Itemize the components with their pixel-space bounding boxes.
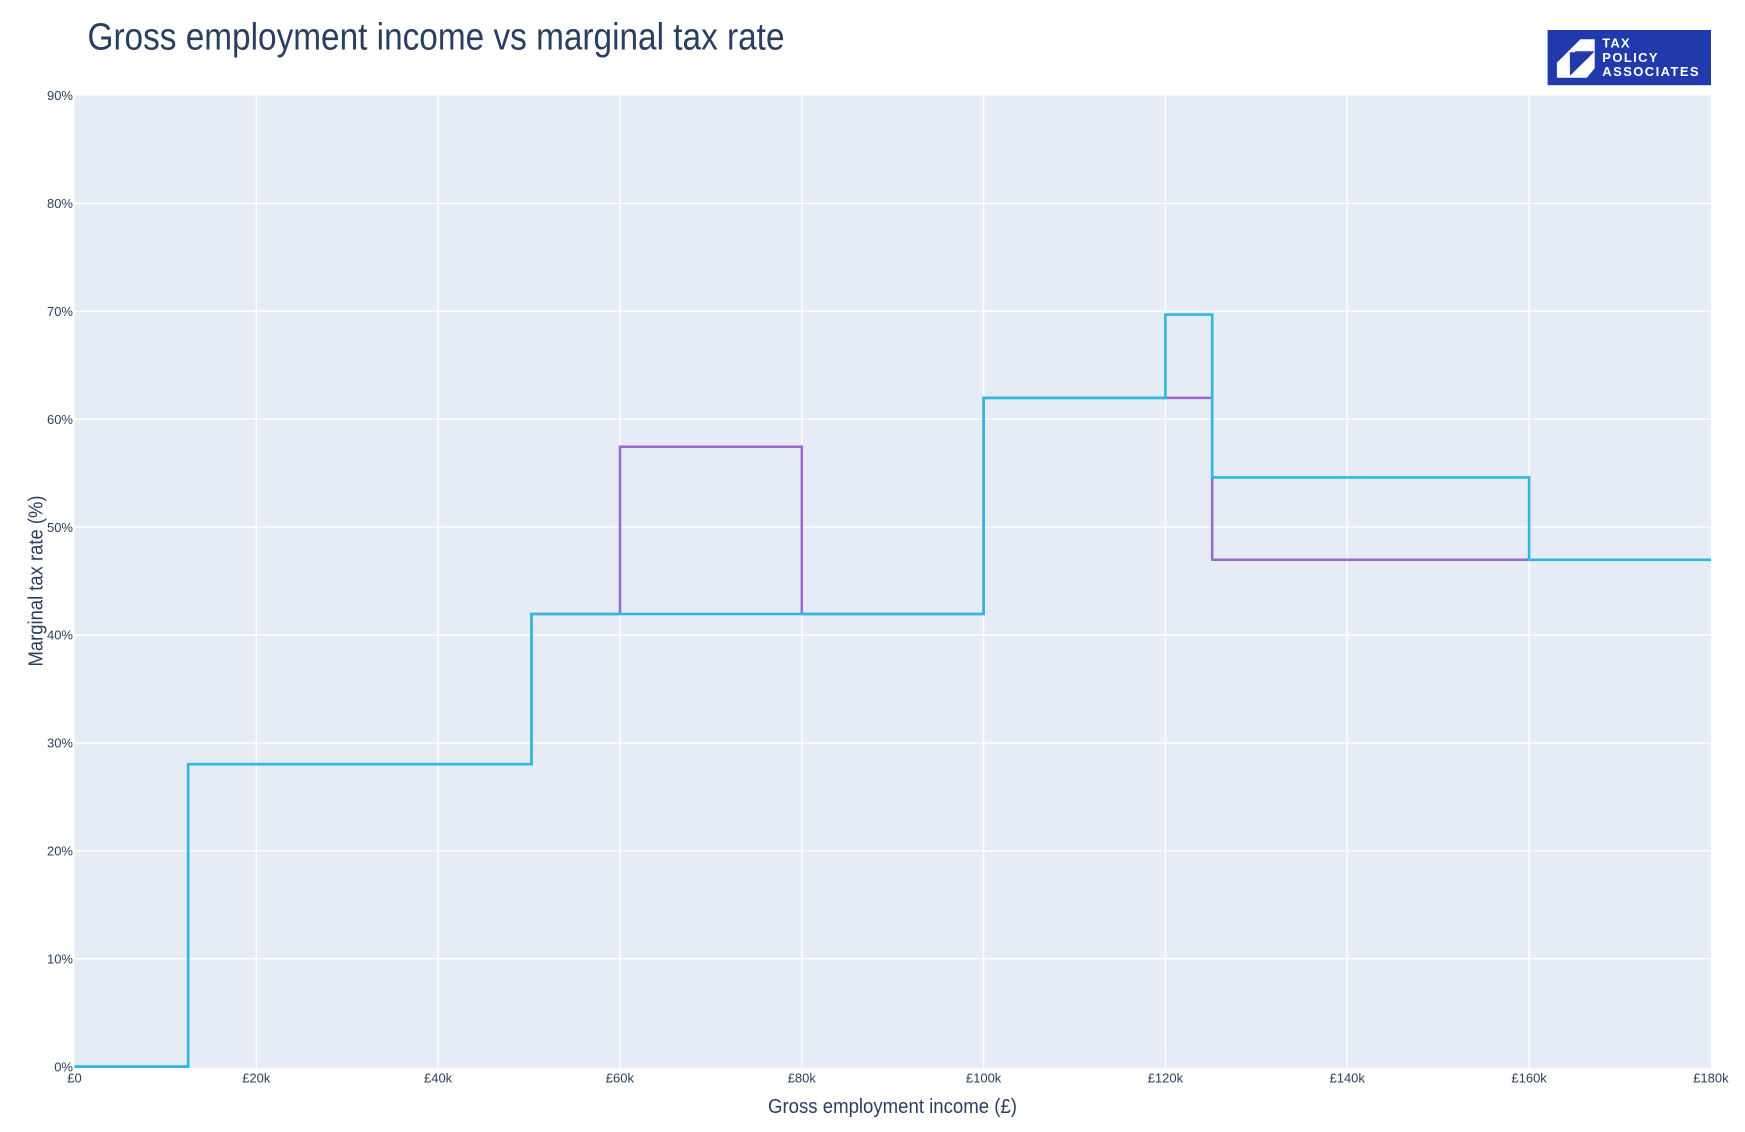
svg-text:Gross employment income vs mar: Gross employment income vs marginal tax … <box>88 16 785 59</box>
svg-text:£120k: £120k <box>1148 1070 1184 1085</box>
svg-text:60%: 60% <box>47 412 73 427</box>
svg-text:10%: 10% <box>47 951 73 966</box>
svg-text:Gross employment income (£): Gross employment income (£) <box>768 1096 1017 1118</box>
svg-text:TAX: TAX <box>1602 36 1631 51</box>
svg-text:80%: 80% <box>47 196 73 211</box>
svg-text:£20k: £20k <box>242 1070 271 1085</box>
svg-text:90%: 90% <box>47 88 73 103</box>
svg-text:0%: 0% <box>54 1059 73 1074</box>
svg-text:£80k: £80k <box>788 1070 817 1085</box>
svg-text:40%: 40% <box>47 628 73 643</box>
svg-text:£40k: £40k <box>424 1070 453 1085</box>
svg-text:30%: 30% <box>47 736 73 751</box>
svg-text:50%: 50% <box>47 520 73 535</box>
svg-text:£140k: £140k <box>1329 1070 1365 1085</box>
svg-text:£160k: £160k <box>1511 1070 1547 1085</box>
svg-text:Marginal tax rate (%): Marginal tax rate (%) <box>26 496 48 667</box>
svg-text:POLICY: POLICY <box>1602 50 1659 65</box>
svg-text:ASSOCIATES: ASSOCIATES <box>1602 64 1700 79</box>
svg-text:£180k: £180k <box>1693 1070 1729 1085</box>
svg-text:£100k: £100k <box>966 1070 1002 1085</box>
svg-text:20%: 20% <box>47 844 73 859</box>
svg-text:70%: 70% <box>47 304 73 319</box>
svg-text:£0: £0 <box>67 1070 81 1085</box>
svg-text:£60k: £60k <box>606 1070 635 1085</box>
